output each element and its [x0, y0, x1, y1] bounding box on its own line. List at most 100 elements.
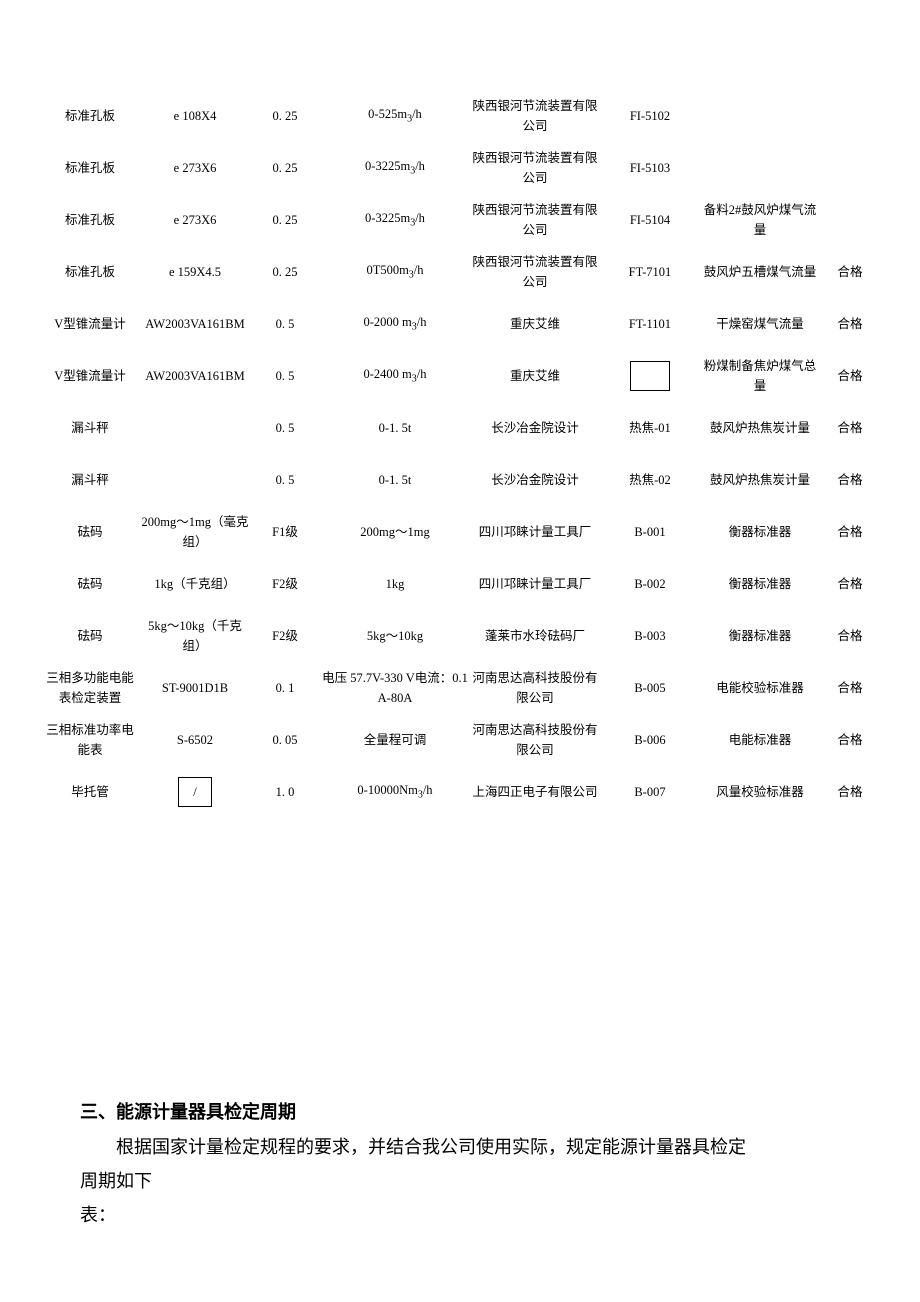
table-cell: [600, 350, 700, 402]
table-cell: S-6502: [140, 714, 250, 766]
table-row: 标准孔板e 159X4.50. 250T500m3/h陕西银河节流装置有限公司F…: [40, 246, 880, 298]
table-cell: 合格: [820, 558, 880, 610]
table-cell: [140, 454, 250, 506]
table-cell: 0-3225m3/h: [320, 194, 470, 246]
table-cell: 0. 25: [250, 90, 320, 142]
table-cell: 合格: [820, 402, 880, 454]
table-cell: 合格: [820, 506, 880, 558]
table-cell: FI-5104: [600, 194, 700, 246]
table-cell: 三相标准功率电能表: [40, 714, 140, 766]
table-cell: 蓬莱市水玲砝码厂: [470, 610, 600, 662]
table-cell: 合格: [820, 662, 880, 714]
table-cell: AW2003VA161BM: [140, 350, 250, 402]
table-cell: 砝码: [40, 506, 140, 558]
table-cell: 合格: [820, 350, 880, 402]
table-cell: 0. 1: [250, 662, 320, 714]
table-cell: ST-9001D1B: [140, 662, 250, 714]
table-cell: 合格: [820, 246, 880, 298]
table-cell: 砝码: [40, 610, 140, 662]
table-cell: 电压 57.7V-330 V电流：0.1A-80A: [320, 662, 470, 714]
table-row: 三相多功能电能表检定装置ST-9001D1B0. 1电压 57.7V-330 V…: [40, 662, 880, 714]
table-cell: 鼓风炉热焦炭计量: [700, 454, 820, 506]
table-cell: 0-3225m3/h: [320, 142, 470, 194]
table-row: 砝码5kg～10kg（千克组）F2级5kg～10kg蓬莱市水玲砝码厂B-003衡…: [40, 610, 880, 662]
table-cell: B-003: [600, 610, 700, 662]
table-cell: 衡器标准器: [700, 558, 820, 610]
table-cell: 砝码: [40, 558, 140, 610]
section-paragraph-tail2: 表：: [80, 1198, 880, 1232]
table-cell: 0. 25: [250, 194, 320, 246]
table-cell: 0-10000Nm3/h: [320, 766, 470, 818]
table-cell: e 273X6: [140, 194, 250, 246]
table-cell: 1kg（千克组）: [140, 558, 250, 610]
table-cell: 0. 05: [250, 714, 320, 766]
table-row: 三相标准功率电能表S-65020. 05全量程可调河南思达高科技股份有限公司B-…: [40, 714, 880, 766]
table-cell: 5kg～10kg（千克组）: [140, 610, 250, 662]
table-cell: 漏斗秤: [40, 402, 140, 454]
table-row: 标准孔板e 108X40. 250-525m3/h陕西银河节流装置有限公司FI-…: [40, 90, 880, 142]
table-cell: 合格: [820, 766, 880, 818]
table-cell: B-006: [600, 714, 700, 766]
table-row: 标准孔板e 273X60. 250-3225m3/h陕西银河节流装置有限公司FI…: [40, 194, 880, 246]
table-cell: FI-5102: [600, 90, 700, 142]
table-cell: [700, 142, 820, 194]
table-cell: 热焦-02: [600, 454, 700, 506]
table-cell: 重庆艾维: [470, 298, 600, 350]
table-cell: 标准孔板: [40, 90, 140, 142]
table-cell: 0. 5: [250, 350, 320, 402]
table-cell: 合格: [820, 610, 880, 662]
table-row: 标准孔板e 273X60. 250-3225m3/h陕西银河节流装置有限公司FI…: [40, 142, 880, 194]
table-cell: 合格: [820, 454, 880, 506]
table-cell: B-007: [600, 766, 700, 818]
table-cell: 四川邛睐计量工具厂: [470, 506, 600, 558]
table-cell: FI-5103: [600, 142, 700, 194]
table-cell: AW2003VA161BM: [140, 298, 250, 350]
table-row: 漏斗秤0. 50-1. 5t长沙冶金院设计热焦-01鼓风炉热焦炭计量合格: [40, 402, 880, 454]
table-cell: 0-2400 m3/h: [320, 350, 470, 402]
table-cell: 漏斗秤: [40, 454, 140, 506]
table-cell: V型锥流量计: [40, 350, 140, 402]
table-cell: e 108X4: [140, 90, 250, 142]
table-cell: B-001: [600, 506, 700, 558]
table-cell: 1. 0: [250, 766, 320, 818]
table-cell: 0. 5: [250, 454, 320, 506]
table-cell: 鼓风炉热焦炭计量: [700, 402, 820, 454]
table-cell: 0T500m3/h: [320, 246, 470, 298]
table-cell: [140, 402, 250, 454]
table-cell: 重庆艾维: [470, 350, 600, 402]
table-cell: e 273X6: [140, 142, 250, 194]
table-cell: FT-1101: [600, 298, 700, 350]
table-cell: 200mg～1mg: [320, 506, 470, 558]
table-cell: 0-1. 5t: [320, 454, 470, 506]
table-cell: 河南思达高科技股份有限公司: [470, 662, 600, 714]
table-cell: 0. 25: [250, 246, 320, 298]
table-cell: 1kg: [320, 558, 470, 610]
table-cell: 标准孔板: [40, 194, 140, 246]
table-cell: 热焦-01: [600, 402, 700, 454]
table-cell: 电能校验标准器: [700, 662, 820, 714]
table-row: 砝码1kg（千克组）F2级1kg四川邛睐计量工具厂B-002衡器标准器合格: [40, 558, 880, 610]
table-cell: 陕西银河节流装置有限公司: [470, 246, 600, 298]
table-cell: 0. 5: [250, 402, 320, 454]
table-cell: B-002: [600, 558, 700, 610]
table-cell: 毕托管: [40, 766, 140, 818]
table-cell: FT-7101: [600, 246, 700, 298]
table-cell: F1级: [250, 506, 320, 558]
table-cell: [820, 142, 880, 194]
table-cell: B-005: [600, 662, 700, 714]
table-cell: 0-525m3/h: [320, 90, 470, 142]
table-cell: F2级: [250, 558, 320, 610]
table-cell: 河南思达高科技股份有限公司: [470, 714, 600, 766]
section-heading: 三、能源计量器具检定周期: [80, 1098, 880, 1124]
table-row: 毕托管/1. 00-10000Nm3/h上海四正电子有限公司B-007风量校验标…: [40, 766, 880, 818]
table-cell: 全量程可调: [320, 714, 470, 766]
table-cell: 合格: [820, 298, 880, 350]
section-paragraph-tail1: 周期如下: [80, 1164, 880, 1198]
table-cell: 陕西银河节流装置有限公司: [470, 194, 600, 246]
table-cell: 陕西银河节流装置有限公司: [470, 90, 600, 142]
table-cell: 备料2#鼓风炉煤气流量: [700, 194, 820, 246]
table-cell: 长沙冶金院设计: [470, 402, 600, 454]
table-cell: 5kg～10kg: [320, 610, 470, 662]
table-cell: 0-2000 m3/h: [320, 298, 470, 350]
table-cell: [820, 194, 880, 246]
